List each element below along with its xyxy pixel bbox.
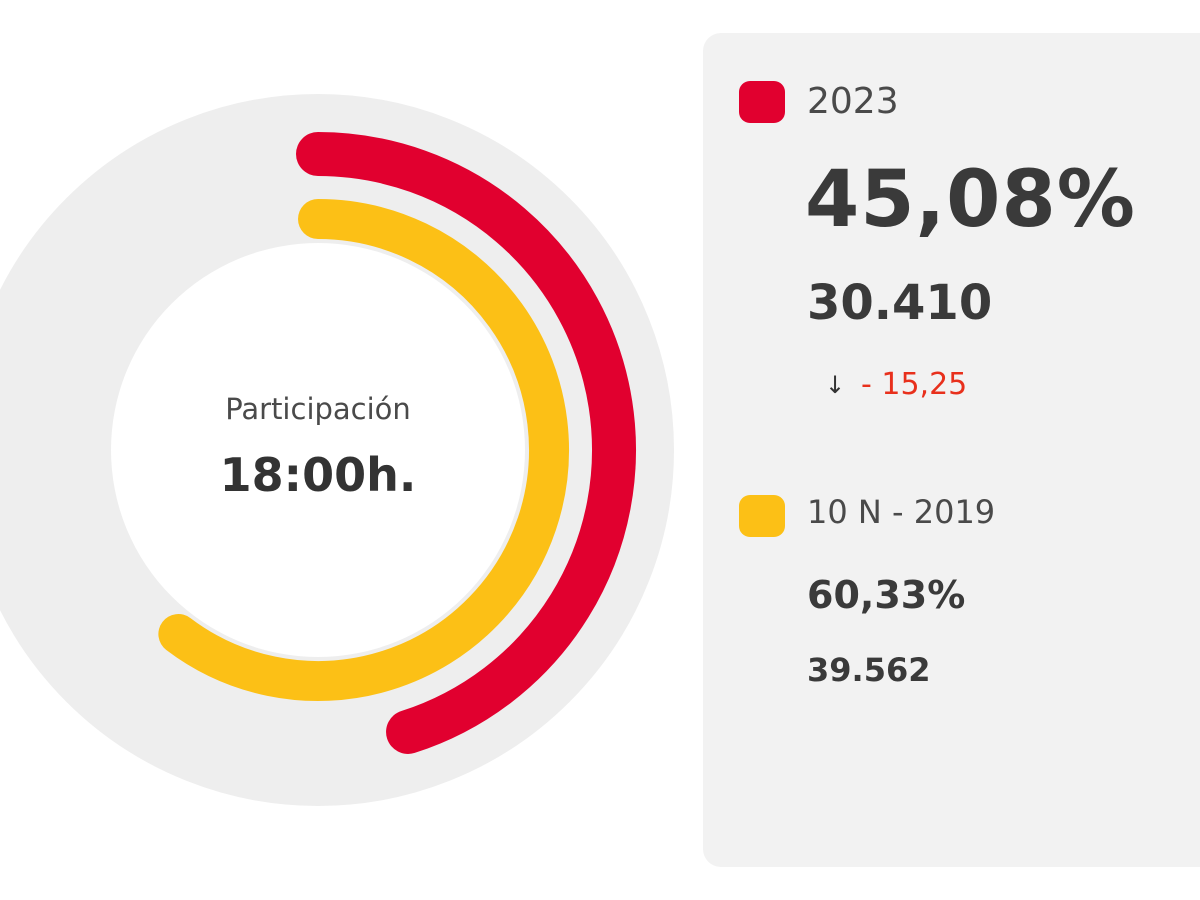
current-percent: 45,08%	[805, 155, 1136, 245]
legend-label-2023: 2023	[807, 81, 899, 122]
center-label: Participación	[225, 392, 411, 426]
radial-bar-previous	[158, 199, 569, 701]
legend-label-2019: 10 N - 2019	[807, 493, 996, 531]
center-time: 18:00h.	[219, 448, 417, 502]
arrow-down-icon: ↓	[825, 371, 846, 399]
participation-radial-chart	[0, 94, 674, 806]
legend-swatch-2023	[739, 81, 785, 123]
inner-disc	[111, 243, 525, 657]
delta-value: - 15,25	[861, 367, 968, 402]
previous-count: 39.562	[807, 651, 931, 689]
legend-swatch-2019	[739, 495, 785, 537]
previous-percent: 60,33%	[807, 573, 966, 617]
legend-panel: 2023 45,08% 30.410 ↓ - 15,25 10 N - 2019…	[703, 33, 1200, 867]
radial-bar-current	[296, 132, 636, 754]
current-count: 30.410	[807, 275, 993, 331]
